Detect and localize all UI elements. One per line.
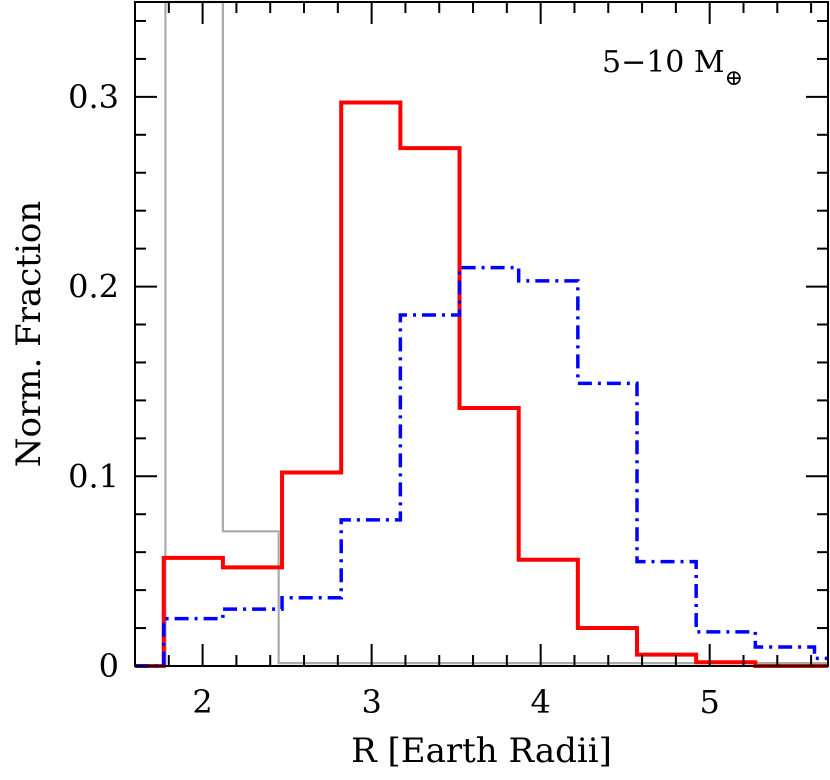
- plot-frame: [134, 1, 829, 667]
- earth-symbol-subscript: ⊕: [725, 66, 743, 91]
- x-tick-label: 2: [192, 683, 212, 721]
- x-axis-title: R [Earth Radii]: [351, 731, 612, 771]
- histogram-series-0: [135, 0, 828, 668]
- y-tick-label: 0.1: [68, 457, 119, 495]
- y-tick-label: 0.2: [68, 268, 119, 306]
- mass-range-text: 5−10 M: [602, 45, 725, 80]
- y-axis-title: Norm. Fraction: [9, 201, 49, 467]
- x-tick-label: 5: [700, 683, 720, 721]
- x-tick-label: 3: [361, 683, 381, 721]
- x-tick-label: 4: [530, 683, 550, 721]
- y-tick-label: 0.3: [68, 78, 119, 116]
- mass-range-annotation: 5−10 M⊕: [602, 45, 743, 91]
- histogram-series-2: [135, 265, 828, 668]
- y-tick-label: 0: [99, 647, 119, 685]
- histogram-series-1: [135, 100, 828, 668]
